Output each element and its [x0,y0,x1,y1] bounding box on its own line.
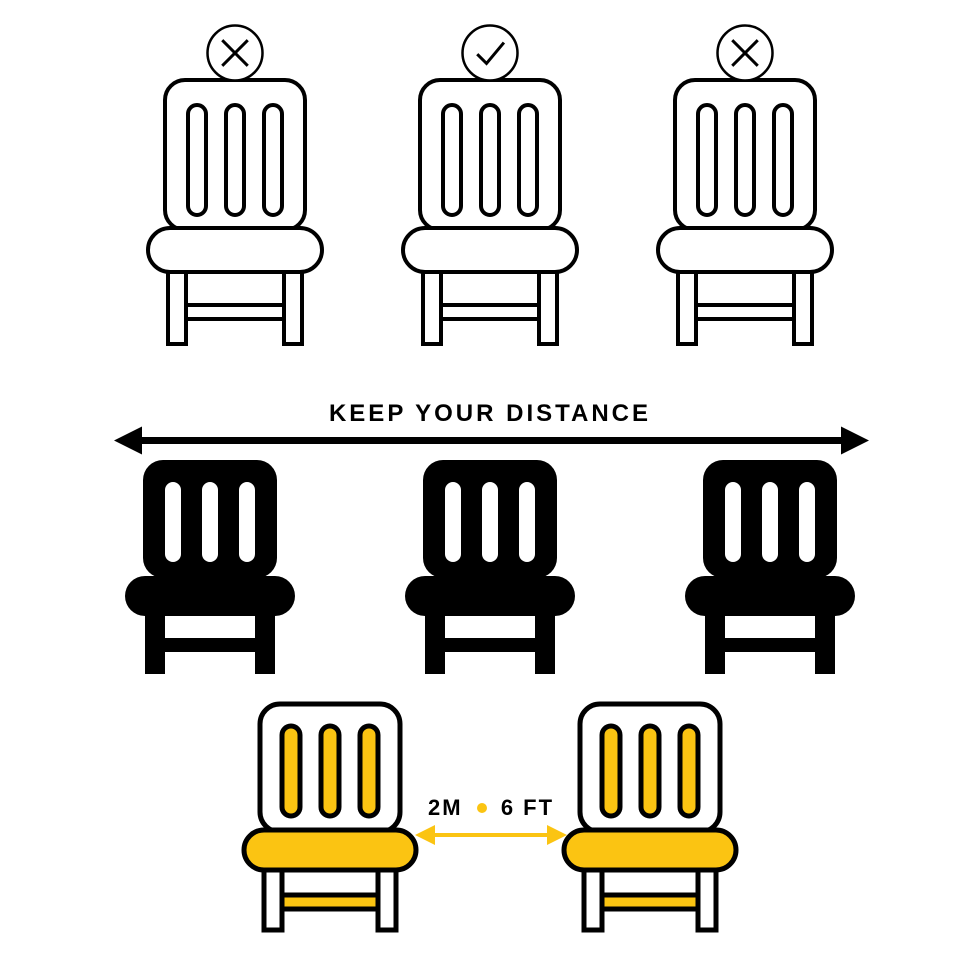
distance-label-ft: 6 FT [501,795,554,820]
outline-chair-2 [395,50,585,350]
yellow-chair-1 [240,700,420,935]
solid-chair-3 [685,460,855,675]
separator-dot-icon [477,803,487,813]
distance-arrow-yellow [413,821,569,849]
distance-arrow-black [112,421,871,460]
check-icon [461,24,519,82]
distance-label-m: 2M [428,795,463,820]
distance-label: 2M 6 FT [428,795,554,821]
outline-chair-3 [650,50,840,350]
infographic-canvas: KEEP YOUR DISTANCE [0,0,980,980]
cross-icon [716,24,774,82]
solid-chair-2 [405,460,575,675]
solid-chair-1 [125,460,295,675]
outline-chair-1 [140,50,330,350]
cross-icon [206,24,264,82]
yellow-chair-2 [560,700,740,935]
